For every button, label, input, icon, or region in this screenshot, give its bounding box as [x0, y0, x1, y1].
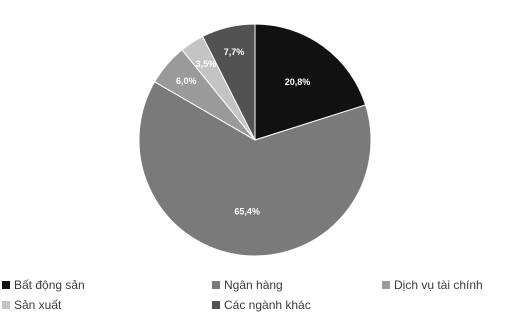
- pie-slice-cac-nganh-khac: [202, 23, 256, 141]
- pie-slice-bat-dong-san: [254, 23, 367, 141]
- data-label-ngan-hang: 65,4%: [234, 207, 260, 217]
- data-label-bat-dong-san: 20,8%: [285, 77, 311, 87]
- pie-slice-ngan-hang: [138, 81, 372, 257]
- data-label-cac-nganh-khac: 7,7%: [224, 47, 245, 57]
- pie-slices: [138, 23, 372, 257]
- pie-data-labels: 20,8% 65,4% 6,0% 3,5% 7,7%: [176, 47, 310, 217]
- data-label-san-xuat: 3,5%: [196, 59, 217, 69]
- data-label-dich-vu-tai-chinh: 6,0%: [176, 76, 197, 86]
